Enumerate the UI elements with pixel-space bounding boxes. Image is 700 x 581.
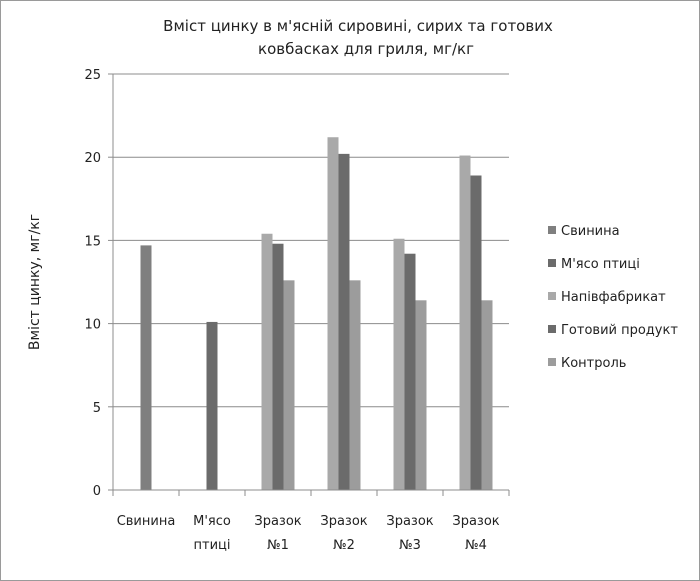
y-tick-label: 5 bbox=[93, 401, 101, 416]
legend-swatch bbox=[548, 325, 556, 333]
y-tick-label: 10 bbox=[84, 318, 101, 333]
legend-label: Свинина bbox=[561, 224, 620, 239]
bar bbox=[481, 300, 493, 490]
x-tick-label: Зразок bbox=[320, 514, 367, 529]
legend-label: Напівфабрикат bbox=[561, 290, 666, 305]
bar bbox=[459, 155, 471, 490]
bar bbox=[470, 175, 482, 490]
x-tick-label: №3 bbox=[399, 538, 421, 553]
x-tick-label: Зразок bbox=[254, 514, 301, 529]
legend-label: М'ясо птиці bbox=[561, 257, 640, 272]
bar bbox=[283, 280, 295, 490]
legend-swatch bbox=[548, 259, 556, 267]
y-tick-label: 25 bbox=[84, 68, 101, 83]
x-tick-label: птиці bbox=[194, 538, 231, 553]
bar bbox=[206, 321, 218, 490]
y-axis-label: Вміст цинку, мг/кг bbox=[27, 214, 43, 350]
bar bbox=[393, 238, 405, 490]
legend-swatch bbox=[548, 226, 556, 234]
bar bbox=[272, 243, 284, 490]
x-tick-label: №1 bbox=[267, 538, 289, 553]
bar bbox=[338, 153, 350, 490]
x-tick-label: №4 bbox=[465, 538, 487, 553]
chart-title-line: ковбасках для гриля, мг/кг bbox=[258, 40, 474, 58]
y-tick-label: 0 bbox=[93, 484, 101, 499]
x-tick-label: Свинина bbox=[117, 514, 176, 529]
chart-title-line: Вміст цинку в м'ясній сировині, сирих та… bbox=[163, 17, 553, 35]
bar bbox=[261, 233, 273, 490]
legend-label: Контроль bbox=[561, 356, 626, 371]
legend-swatch bbox=[548, 358, 556, 366]
bar bbox=[349, 280, 361, 490]
y-tick-label: 20 bbox=[84, 151, 101, 166]
x-tick-label: №2 bbox=[333, 538, 355, 553]
legend-swatch bbox=[548, 292, 556, 300]
bar bbox=[404, 253, 416, 490]
legend-label: Готовий продукт bbox=[561, 323, 678, 338]
y-tick-label: 15 bbox=[84, 234, 101, 249]
bar bbox=[415, 300, 427, 490]
bar bbox=[140, 245, 152, 490]
x-tick-label: Зразок bbox=[386, 514, 433, 529]
x-tick-label: Зразок bbox=[452, 514, 499, 529]
x-tick-label: М'ясо bbox=[193, 514, 231, 529]
bar bbox=[327, 137, 339, 490]
